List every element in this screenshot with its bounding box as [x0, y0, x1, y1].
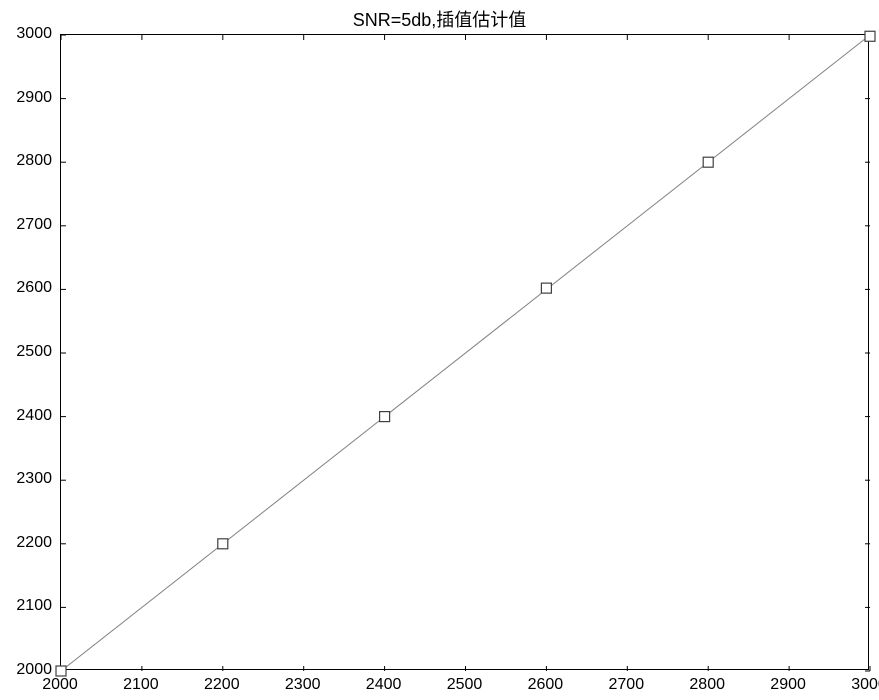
data-marker — [218, 539, 228, 549]
y-tick-label: 2800 — [16, 152, 52, 170]
x-tick-label: 2600 — [528, 676, 564, 694]
y-tick-label: 2000 — [16, 661, 52, 679]
y-tick-label: 3000 — [16, 25, 52, 43]
trend-line — [61, 35, 870, 671]
x-tick-label: 2900 — [770, 676, 806, 694]
data-marker — [56, 666, 66, 676]
data-marker — [380, 412, 390, 422]
y-tick-label: 2600 — [16, 279, 52, 297]
y-tick-label: 2300 — [16, 470, 52, 488]
y-tick-label: 2900 — [16, 89, 52, 107]
y-tick-label: 2400 — [16, 407, 52, 425]
chart-container: SNR=5db,插值估计值 2000 2100 2200 2300 2400 2500 26… — [0, 0, 879, 700]
x-tick-label: 2300 — [285, 676, 321, 694]
data-marker — [865, 31, 875, 41]
plot-area — [60, 34, 869, 670]
data-marker — [703, 157, 713, 167]
x-tick-label: 3000 — [851, 676, 879, 694]
y-tick-label: 2200 — [16, 534, 52, 552]
x-tick-label: 2200 — [204, 676, 240, 694]
y-tick-label: 2100 — [16, 597, 52, 615]
x-tick-label: 2800 — [689, 676, 725, 694]
y-tick-label: 2500 — [16, 343, 52, 361]
data-marker — [541, 283, 551, 293]
x-tick-label: 2100 — [123, 676, 159, 694]
x-tick-label: 2400 — [366, 676, 402, 694]
plot-svg — [61, 35, 870, 671]
y-tick-label: 2700 — [16, 216, 52, 234]
x-tick-label: 2700 — [609, 676, 645, 694]
x-tick-label: 2500 — [447, 676, 483, 694]
chart-title: SNR=5db,插值估计值 — [0, 6, 879, 32]
